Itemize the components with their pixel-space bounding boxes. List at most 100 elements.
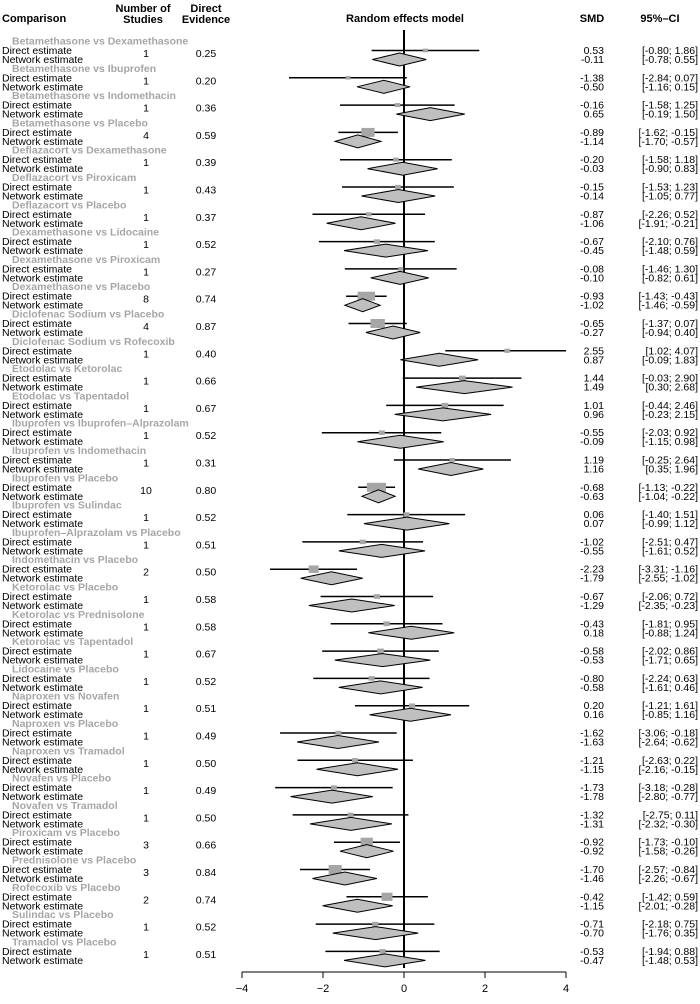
direct-evidence: 0.37: [196, 212, 217, 224]
network-ci: [-2.26; -0.67]: [638, 873, 698, 885]
comparison-title: Betamethasone vs Placebo: [12, 117, 148, 129]
direct-smd: -0.65: [580, 318, 604, 330]
direct-ci: [-1.73; -0.10]: [638, 837, 698, 849]
network-smd: -0.53: [580, 655, 604, 667]
network-ci: [-1.46; -0.59]: [638, 300, 698, 312]
network-diamond: [416, 380, 513, 395]
direct-evidence: 0.20: [196, 75, 217, 87]
network-diamond: [372, 52, 427, 67]
direct-smd: 0.06: [584, 509, 605, 521]
comparison-title: Betamethasone vs Indomethacin: [12, 90, 176, 102]
comparison-title: Dexamethasone vs Placebo: [12, 281, 150, 293]
direct-smd: -0.92: [580, 837, 604, 849]
direct-label: Direct estimate: [2, 154, 72, 166]
network-ci: [-1.70; -0.57]: [638, 136, 698, 148]
studies-count: 1: [143, 348, 149, 360]
direct-evidence: 0.49: [196, 731, 217, 743]
network-label: Network estimate: [2, 191, 83, 203]
network-ci: [-0.85; 1.16]: [642, 709, 698, 721]
direct-square: [422, 48, 428, 53]
direct-ci: [-1.13; -0.22]: [638, 482, 698, 494]
direct-label: Direct estimate: [2, 318, 72, 330]
direct-square: [377, 648, 384, 654]
direct-evidence: 0.50: [196, 758, 217, 770]
network-diamond: [343, 953, 426, 968]
comparison-title: Diclofenac Sodium vs Placebo: [12, 309, 164, 321]
comparison-title: Betamethasone vs Dexamethasone: [12, 36, 188, 48]
network-smd: -0.11: [581, 54, 604, 66]
network-smd: -1.06: [580, 218, 604, 230]
studies-count: 1: [143, 376, 149, 388]
comparison-title: Tramadol vs Placebo: [12, 936, 116, 948]
direct-smd: -0.93: [580, 291, 604, 303]
direct-label: Direct estimate: [2, 673, 72, 685]
network-ci: [-1.76; 0.35]: [642, 928, 698, 940]
network-ci: [-2.80; -0.77]: [638, 791, 698, 803]
comparison-title: Ketorolac vs Prednisolone: [12, 609, 145, 621]
direct-label: Direct estimate: [2, 182, 72, 194]
network-label: Network estimate: [2, 518, 83, 530]
studies-count: 1: [143, 48, 149, 60]
direct-evidence: 0.27: [196, 266, 217, 278]
network-smd: -0.27: [580, 327, 604, 339]
network-ci: [-2.01; -0.28]: [638, 900, 698, 912]
network-label: Network estimate: [2, 163, 83, 175]
direct-evidence: 0.40: [196, 348, 217, 360]
network-diamond: [367, 161, 438, 176]
network-ci: [-0.99; 1.12]: [642, 518, 698, 530]
direct-label: Direct estimate: [2, 45, 72, 57]
direct-ci: [-1.37; 0.07]: [642, 318, 698, 330]
direct-evidence: 0.52: [196, 430, 217, 442]
direct-evidence: 0.66: [196, 376, 217, 388]
direct-smd: -0.58: [580, 646, 604, 658]
direct-ci: [-0.25; 2.64]: [642, 455, 698, 467]
network-diamond: [300, 571, 363, 586]
direct-ci: [-2.03; 0.92]: [642, 427, 698, 439]
direct-evidence: 0.51: [196, 539, 217, 551]
direct-ci: [-1.42; 0.59]: [642, 891, 698, 903]
network-ci: [-0.23; 2.15]: [642, 409, 698, 421]
direct-smd: -0.53: [580, 946, 604, 958]
direct-ci: [-2.18; 0.75]: [642, 919, 698, 931]
direct-square: [381, 892, 393, 901]
network-ci: [-0.94; 0.40]: [642, 327, 698, 339]
direct-label: Direct estimate: [2, 618, 72, 630]
network-diamond: [290, 789, 373, 804]
studies-count: 1: [143, 949, 149, 961]
studies-count: 1: [143, 266, 149, 278]
network-ci: [-0.19; 1.50]: [642, 109, 698, 121]
direct-label: Direct estimate: [2, 700, 72, 712]
comparison-title: Ketorolac vs Tapentadol: [12, 636, 133, 648]
direct-square: [368, 676, 375, 681]
direct-label: Direct estimate: [2, 755, 72, 767]
direct-label: Direct estimate: [2, 209, 72, 221]
direct-ci: [-3.18; -0.28]: [638, 782, 698, 794]
network-label: Network estimate: [2, 245, 83, 257]
comparison-group: Ibuprofen vs Ibuprofen–AlprazolamDirect …: [2, 418, 698, 449]
direct-smd: -1.62: [580, 728, 604, 740]
direct-smd: -2.23: [580, 564, 604, 576]
direct-ci: [-3.31; -1.16]: [638, 564, 698, 576]
direct-square: [359, 539, 366, 545]
network-label: Network estimate: [2, 464, 83, 476]
network-diamond: [357, 434, 444, 449]
network-diamond: [363, 516, 450, 531]
header-studies-line1: Number of: [116, 3, 171, 15]
direct-evidence: 0.52: [196, 676, 217, 688]
direct-smd: 0.53: [584, 45, 605, 57]
network-ci: [-2.35; -0.23]: [638, 600, 698, 612]
network-smd: -0.55: [580, 545, 604, 557]
network-smd: -0.14: [580, 191, 604, 203]
network-ci: [-1.61; 0.46]: [642, 682, 698, 694]
network-ci: [-0.09; 1.83]: [642, 354, 698, 366]
